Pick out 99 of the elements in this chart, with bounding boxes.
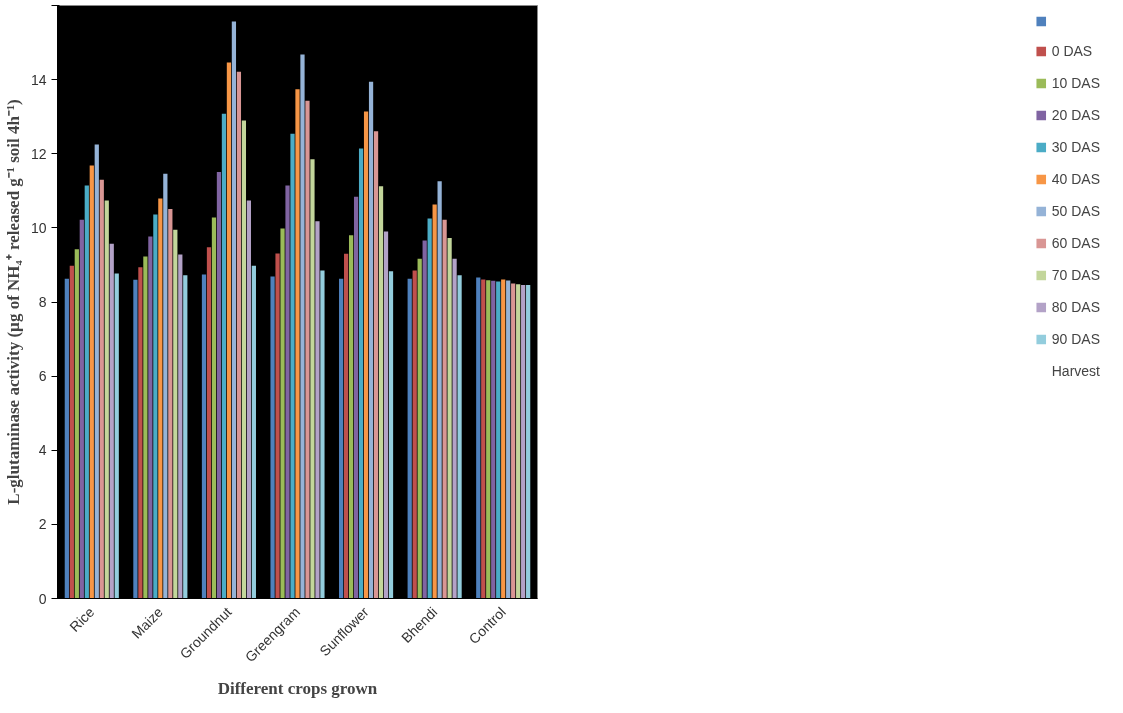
bar	[496, 281, 501, 599]
legend-label: 20 DAS	[1051, 107, 1100, 123]
bar	[84, 185, 89, 599]
legend-label: 60 DAS	[1051, 235, 1100, 251]
bar	[270, 276, 275, 599]
legend-label: 40 DAS	[1051, 171, 1100, 187]
y-axis-title: L-glutaminase activity (µg of NH₄⁺ released g⁻¹ soil 4h⁻¹)	[3, 99, 23, 505]
bar	[511, 283, 516, 599]
bar	[427, 218, 432, 599]
legend-label: 30 DAS	[1051, 139, 1100, 155]
y-tick-label: 14	[30, 71, 47, 88]
bar	[216, 171, 222, 599]
bar	[133, 279, 138, 599]
bar	[526, 284, 531, 599]
bar	[163, 173, 168, 599]
y-tick-label: 4	[38, 442, 47, 459]
y-tick-label: 8	[38, 294, 47, 310]
bar	[69, 265, 74, 599]
bar	[158, 198, 163, 599]
bar	[457, 275, 462, 599]
bar	[114, 273, 119, 599]
legend-label: 50 DAS	[1051, 203, 1100, 219]
bar	[353, 196, 359, 599]
bar	[476, 277, 481, 599]
bar	[506, 280, 511, 599]
bar	[221, 113, 227, 599]
bar	[315, 221, 320, 599]
bar	[178, 254, 183, 599]
bar	[173, 229, 178, 599]
bar	[201, 274, 207, 599]
y-tick-label: 6	[38, 368, 47, 385]
bar	[368, 81, 374, 599]
bar	[388, 271, 394, 599]
bar	[486, 280, 491, 599]
bar	[348, 235, 354, 599]
bar	[320, 270, 325, 599]
y-tick-label: 12	[30, 145, 47, 162]
bar	[363, 111, 369, 599]
bar	[501, 279, 506, 599]
bar	[310, 159, 315, 599]
bar	[104, 200, 109, 599]
bar	[373, 131, 379, 599]
y-tick-label: 2	[38, 516, 47, 533]
bar	[211, 217, 217, 599]
bar	[305, 100, 310, 599]
bar	[437, 181, 442, 599]
legend-label: 70 DAS	[1051, 267, 1100, 283]
bar	[295, 89, 300, 599]
bar	[300, 54, 305, 599]
bar	[442, 219, 447, 599]
bar	[109, 243, 114, 599]
bar	[143, 256, 148, 599]
x-tick-label: Rice	[66, 603, 98, 635]
bar	[280, 228, 285, 599]
bar	[246, 200, 251, 599]
legend-label: 90 DAS	[1051, 331, 1100, 347]
bar	[74, 249, 79, 599]
bar	[148, 236, 153, 599]
bar	[79, 219, 84, 599]
bar	[339, 278, 344, 599]
legend-label: 10 DAS	[1051, 75, 1100, 91]
bar	[275, 253, 280, 599]
bar	[64, 278, 69, 599]
bar	[521, 284, 526, 599]
bar	[168, 208, 173, 599]
x-axis-title: Different crops grown	[217, 678, 378, 698]
bar	[206, 247, 212, 599]
bar	[452, 258, 457, 599]
bar	[251, 265, 256, 599]
y-tick-label: 0	[38, 590, 47, 607]
legend-label: 0 DAS	[1051, 43, 1093, 59]
bar	[241, 120, 247, 599]
bar	[236, 71, 242, 599]
bar	[422, 240, 427, 599]
bar	[344, 253, 349, 599]
bar	[407, 278, 412, 599]
bar	[99, 179, 104, 599]
bar	[226, 62, 232, 599]
text: Harvest	[1051, 363, 1100, 379]
bar	[94, 144, 99, 599]
bar	[417, 258, 422, 599]
bar	[138, 267, 143, 599]
legend-label: 80 DAS	[1051, 299, 1100, 315]
bar	[412, 270, 417, 599]
bar	[290, 133, 295, 599]
y-tick-label: 10	[30, 219, 47, 236]
bar	[358, 148, 364, 599]
bar	[383, 231, 389, 599]
bar	[89, 165, 94, 599]
bar	[378, 186, 384, 599]
bar	[481, 279, 486, 599]
bar	[231, 21, 237, 599]
bar	[183, 275, 188, 599]
bar	[447, 237, 452, 599]
bar	[432, 204, 437, 599]
bar	[516, 284, 521, 599]
bar	[491, 280, 496, 599]
bar	[285, 185, 290, 599]
bar	[153, 214, 158, 599]
